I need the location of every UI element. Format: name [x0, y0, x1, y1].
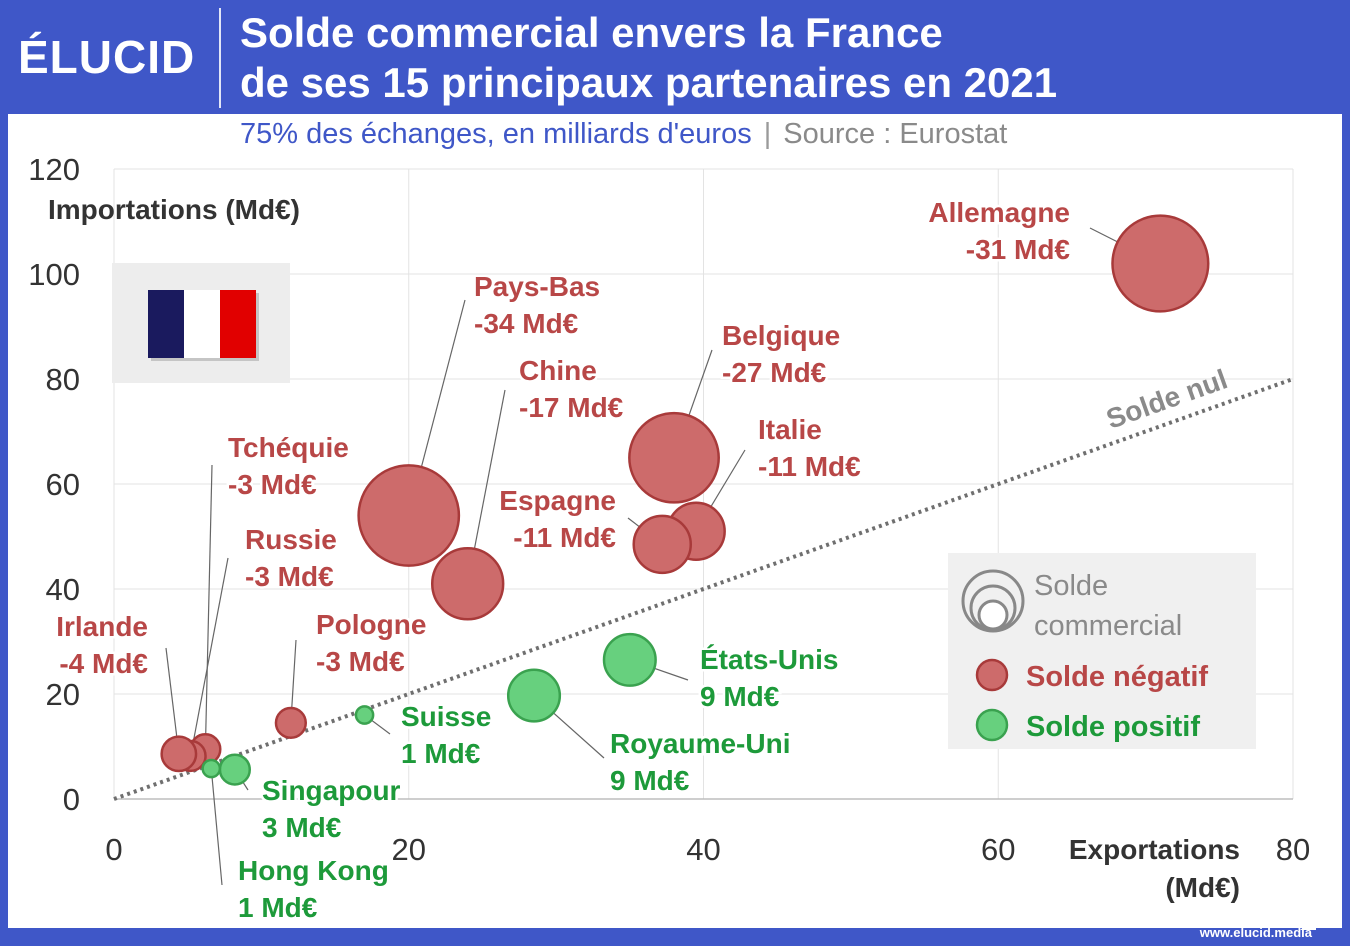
y-axis-title: Importations (Md€) [48, 194, 300, 225]
country-name-italie: Italie [758, 414, 822, 445]
y-tick-label: 0 [63, 782, 80, 817]
country-name-etats-unis: États-Unis [700, 644, 838, 675]
flag-white-band [184, 290, 220, 358]
france-flag [112, 263, 290, 383]
balance-label-chine: -17 Md€ [519, 392, 624, 423]
x-tick-label: 80 [1276, 832, 1310, 867]
balance-label-allemagne: -31 Md€ [966, 234, 1071, 265]
country-name-chine: Chine [519, 355, 597, 386]
country-name-espagne: Espagne [499, 485, 616, 516]
leader-tchequie [205, 465, 212, 749]
flag-red-band [220, 290, 256, 358]
bubble-singapour[interactable] [220, 755, 250, 785]
balance-label-pays-bas: -34 Md€ [474, 308, 579, 339]
bubble-irlande[interactable] [162, 737, 196, 771]
bubble-pays-bas[interactable] [359, 465, 459, 565]
scatter-chart: 0 20 40 60 80 100 120 0 20 40 60 80 Solde nul Allem… [0, 0, 1350, 946]
legend-positive-marker [977, 710, 1007, 740]
y-tick-label: 20 [46, 677, 80, 712]
balance-label-royaume-uni: 9 Md€ [610, 765, 690, 796]
y-tick-label: 100 [28, 257, 80, 292]
balance-label-espagne: -11 Md€ [513, 522, 616, 553]
country-name-pays-bas: Pays-Bas [474, 271, 600, 302]
balance-label-hong-kong: 1 Md€ [238, 892, 318, 923]
leader-hong-kong [211, 769, 222, 885]
country-name-hong-kong: Hong Kong [238, 855, 389, 886]
bubble-belgique[interactable] [629, 413, 718, 502]
bubble-suisse[interactable] [356, 706, 373, 723]
bubble-allemagne[interactable] [1112, 216, 1208, 312]
country-name-suisse: Suisse [401, 701, 491, 732]
x-tick-label: 0 [105, 832, 122, 867]
country-name-royaume-uni: Royaume-Uni [610, 728, 790, 759]
bubble-etats-unis[interactable] [604, 634, 656, 686]
balance-label-irlande: -4 Md€ [59, 648, 148, 679]
legend-negative-label: Solde négatif [1026, 661, 1208, 693]
country-name-tchequie: Tchéquie [228, 432, 349, 463]
balance-label-belgique: -27 Md€ [722, 357, 827, 388]
balance-label-singapour: 3 Md€ [262, 812, 342, 843]
country-name-singapour: Singapour [262, 775, 401, 806]
bubble-hong-kong[interactable] [203, 760, 220, 777]
flag-blue-band [148, 290, 184, 358]
country-name-russie: Russie [245, 524, 337, 555]
x-tick-label: 20 [392, 832, 426, 867]
x-tick-label: 60 [981, 832, 1015, 867]
chart-legend: Solde commercial Solde négatif Solde pos… [948, 553, 1256, 749]
balance-label-russie: -3 Md€ [245, 561, 334, 592]
legend-positive-label: Solde positif [1026, 711, 1200, 743]
country-name-irlande: Irlande [56, 611, 148, 642]
y-tick-label: 40 [46, 572, 80, 607]
balance-label-suisse: 1 Md€ [401, 738, 481, 769]
legend-size-title-2: commercial [1034, 610, 1182, 642]
x-axis-title-line-1: Exportations [1069, 834, 1240, 865]
website-url: www.elucid.media [1200, 925, 1312, 940]
bubble-espagne[interactable] [634, 516, 691, 573]
y-tick-label: 60 [46, 467, 80, 502]
bubble-chine[interactable] [432, 548, 503, 619]
x-tick-label: 40 [686, 832, 720, 867]
balance-label-tchequie: -3 Md€ [228, 469, 317, 500]
bubble-royaume-uni[interactable] [508, 670, 560, 722]
balance-label-italie: -11 Md€ [758, 451, 861, 482]
balance-label-etats-unis: 9 Md€ [700, 681, 780, 712]
legend-size-icon-small [979, 601, 1007, 629]
legend-negative-marker [977, 660, 1007, 690]
country-name-pologne: Pologne [316, 609, 426, 640]
balance-label-pologne: -3 Md€ [316, 646, 405, 677]
country-name-belgique: Belgique [722, 320, 840, 351]
y-tick-label: 120 [28, 152, 80, 187]
legend-size-title-1: Solde [1034, 570, 1108, 602]
y-tick-label: 80 [46, 362, 80, 397]
zero-balance-label: Solde nul [1102, 363, 1231, 434]
bubble-pologne[interactable] [276, 708, 306, 738]
country-name-allemagne: Allemagne [928, 197, 1070, 228]
x-axis-title-line-2: (Md€) [1165, 872, 1240, 903]
